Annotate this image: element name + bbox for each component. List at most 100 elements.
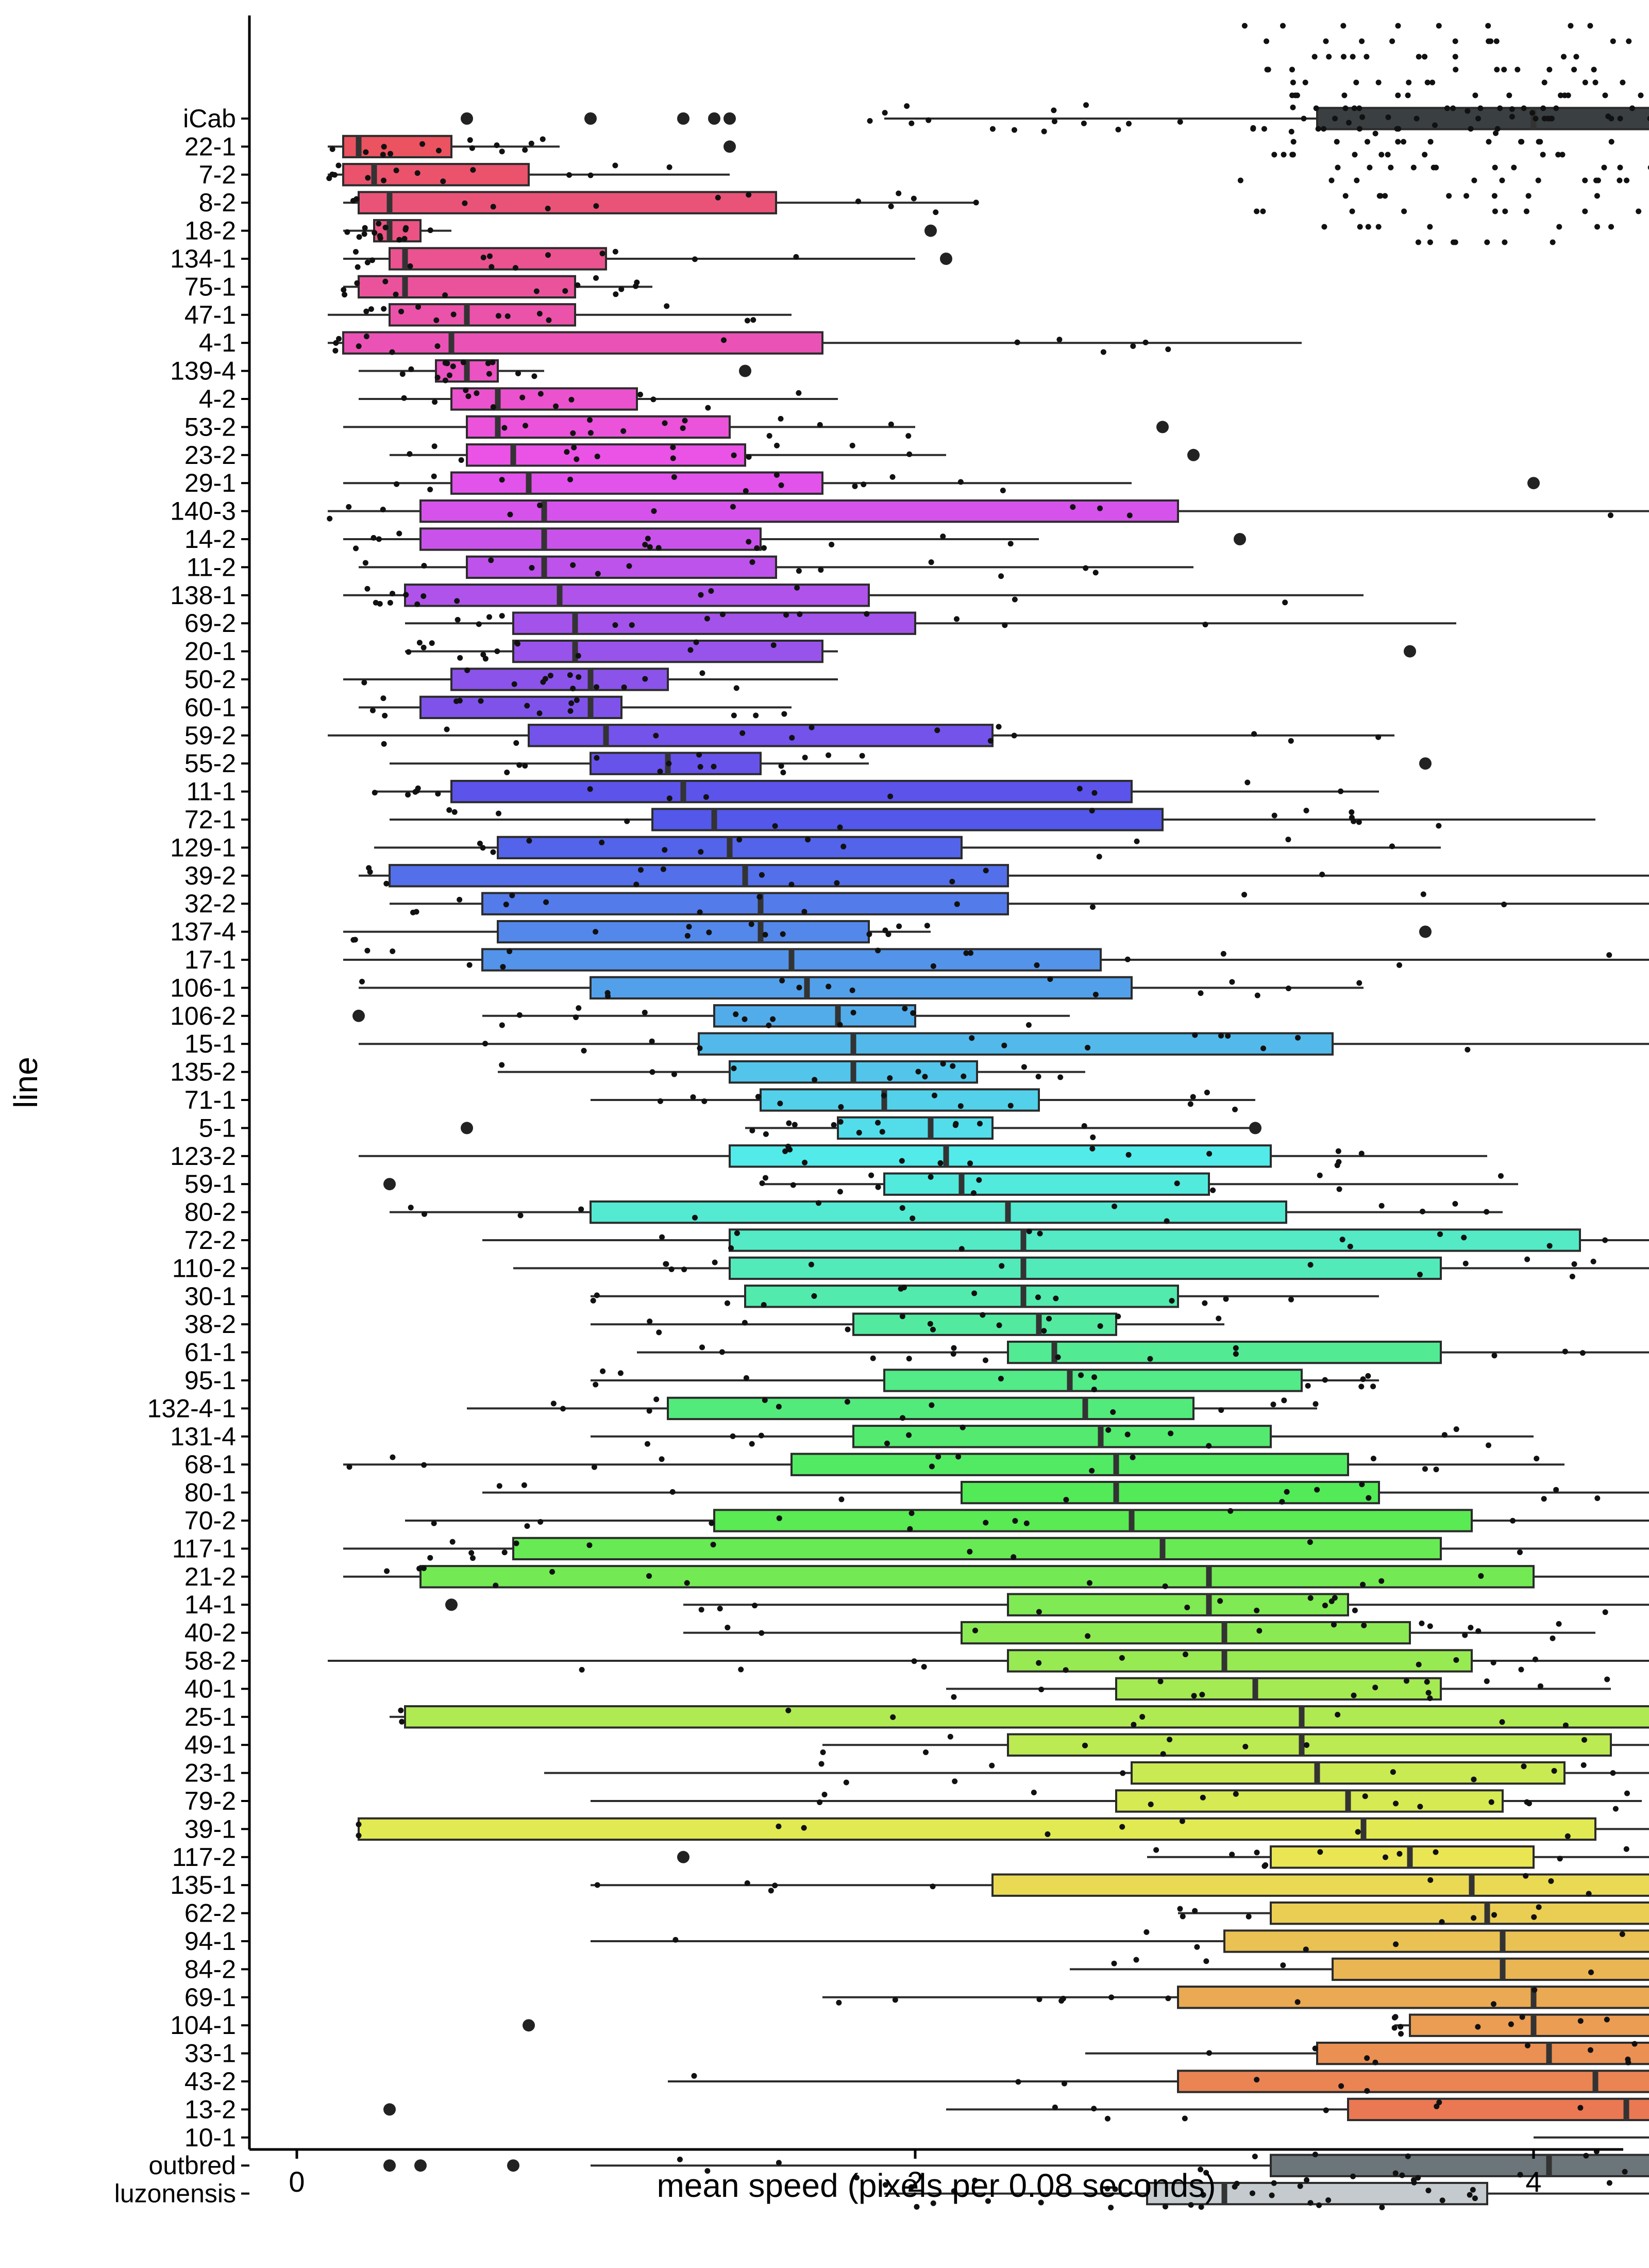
data-point <box>696 752 702 758</box>
data-point <box>759 1180 765 1187</box>
data-point <box>1356 126 1362 132</box>
data-point <box>1555 152 1561 158</box>
data-point <box>332 347 339 354</box>
data-point <box>1427 224 1433 230</box>
data-point <box>1130 343 1136 349</box>
data-point <box>1453 1426 1459 1432</box>
data-point <box>1359 1481 1365 1488</box>
y-tick-label: 59-1 <box>184 1170 236 1198</box>
data-point <box>364 259 371 265</box>
data-point <box>499 477 505 483</box>
data-point <box>915 1069 921 1075</box>
data-point <box>1405 92 1411 98</box>
data-point <box>889 474 896 480</box>
data-point <box>369 257 375 263</box>
data-point <box>1364 2055 1370 2061</box>
data-point <box>414 170 420 176</box>
data-point <box>1375 79 1382 86</box>
data-point <box>594 1292 600 1298</box>
data-point <box>1546 66 1553 73</box>
data-point <box>1517 2172 1523 2178</box>
data-point <box>1056 337 1063 343</box>
data-point <box>1636 208 1642 214</box>
data-point <box>1610 38 1616 44</box>
box-59-2 <box>328 724 1394 747</box>
data-point <box>344 229 350 235</box>
data-point <box>1057 1074 1064 1080</box>
data-point <box>1014 339 1020 345</box>
data-point <box>957 1103 964 1109</box>
data-point <box>1375 224 1382 230</box>
data-point <box>1174 1180 1180 1187</box>
data-point <box>1139 1714 1146 1720</box>
data-point <box>1007 1103 1014 1109</box>
data-point <box>1015 2079 1021 2085</box>
data-point <box>1012 596 1018 603</box>
data-point <box>906 1356 912 1362</box>
data-point <box>1233 1351 1239 1357</box>
data-point <box>1352 152 1358 158</box>
data-point <box>398 1707 404 1713</box>
data-point <box>1475 2024 1481 2030</box>
y-tick-label: 134-1 <box>170 244 236 273</box>
data-point <box>1021 1064 1027 1070</box>
data-point <box>1316 2202 1322 2208</box>
data-point <box>593 1381 599 1388</box>
data-point <box>772 823 778 829</box>
data-point <box>500 964 506 970</box>
data-point <box>1133 1957 1139 1963</box>
y-tick-label: 135-1 <box>170 1871 236 1899</box>
box-iqr <box>450 471 823 495</box>
data-point <box>853 2175 860 2181</box>
data-point <box>801 1825 807 1831</box>
data-point <box>743 488 749 494</box>
data-point <box>885 931 891 937</box>
data-point <box>612 248 618 255</box>
data-point <box>759 1630 765 1636</box>
data-point <box>1198 990 1204 996</box>
data-point <box>1444 105 1450 111</box>
data-point <box>782 1148 788 1154</box>
box-iqr <box>497 920 870 944</box>
data-point <box>836 1999 842 2006</box>
box-5-1 <box>461 1116 1261 1140</box>
data-point <box>1125 1152 1132 1158</box>
y-tick-label: 20-1 <box>184 637 236 666</box>
box-iqr <box>1115 1789 1504 1813</box>
data-point <box>691 2073 697 2079</box>
data-point <box>1490 2001 1496 2007</box>
data-point <box>1210 1187 1216 1193</box>
data-point <box>567 708 574 714</box>
data-point <box>768 1888 774 1894</box>
data-point <box>366 865 372 871</box>
data-point <box>1551 1768 1557 1774</box>
data-point <box>363 308 369 314</box>
data-point <box>1591 66 1597 73</box>
data-point <box>1254 2077 1260 2083</box>
data-point <box>1336 1159 1342 1165</box>
outlier-point <box>940 253 952 265</box>
data-point <box>1227 1508 1234 1514</box>
data-point <box>900 1415 906 1421</box>
data-point <box>1620 79 1626 86</box>
data-point <box>1376 193 1383 199</box>
data-point <box>931 1092 937 1098</box>
data-point <box>985 2198 991 2204</box>
x-axis-title: mean speed (pixels per 0.08 seconds) <box>657 2167 1216 2204</box>
data-point <box>1229 1852 1235 1858</box>
box-iqr <box>1316 107 1649 130</box>
box-33-1 <box>1085 2041 1649 2065</box>
data-point <box>1281 152 1287 158</box>
data-point <box>432 399 438 405</box>
data-point <box>1508 2021 1514 2027</box>
data-point <box>1089 904 1096 910</box>
data-point <box>1532 1656 1538 1662</box>
box-131-4 <box>591 1424 1534 1449</box>
data-point <box>440 178 446 185</box>
data-point <box>522 763 528 769</box>
box-59-1 <box>383 1172 1518 1196</box>
data-point <box>521 1482 527 1488</box>
data-point <box>653 732 659 739</box>
data-point <box>1494 126 1501 132</box>
box-iqr <box>466 555 777 579</box>
